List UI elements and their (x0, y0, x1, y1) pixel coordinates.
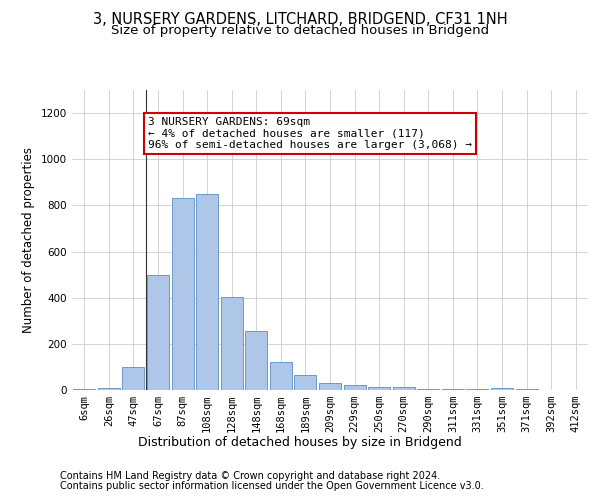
Text: 3 NURSERY GARDENS: 69sqm
← 4% of detached houses are smaller (117)
96% of semi-d: 3 NURSERY GARDENS: 69sqm ← 4% of detache… (148, 116, 472, 150)
Bar (147, 274, 169, 390)
Bar (392, 387, 415, 390)
Bar (319, 383, 341, 390)
Bar (221, 296, 243, 390)
Y-axis label: Number of detached properties: Number of detached properties (22, 147, 35, 333)
Text: Contains HM Land Registry data © Crown copyright and database right 2024.: Contains HM Land Registry data © Crown c… (60, 471, 440, 481)
Text: 3, NURSERY GARDENS, LITCHARD, BRIDGEND, CF31 1NH: 3, NURSERY GARDENS, LITCHARD, BRIDGEND, … (92, 12, 508, 28)
Bar (491, 388, 513, 390)
Bar (417, 389, 439, 390)
Bar (73, 389, 95, 390)
Bar (368, 387, 390, 390)
Bar (172, 198, 194, 390)
Text: Contains public sector information licensed under the Open Government Licence v3: Contains public sector information licen… (60, 481, 484, 491)
Bar (196, 194, 218, 390)
Bar (344, 385, 365, 390)
Bar (122, 367, 145, 390)
Bar (442, 389, 464, 390)
Bar (98, 388, 120, 390)
Bar (295, 375, 316, 390)
Bar (245, 331, 268, 390)
Bar (270, 362, 292, 390)
Text: Size of property relative to detached houses in Bridgend: Size of property relative to detached ho… (111, 24, 489, 37)
Text: Distribution of detached houses by size in Bridgend: Distribution of detached houses by size … (138, 436, 462, 449)
